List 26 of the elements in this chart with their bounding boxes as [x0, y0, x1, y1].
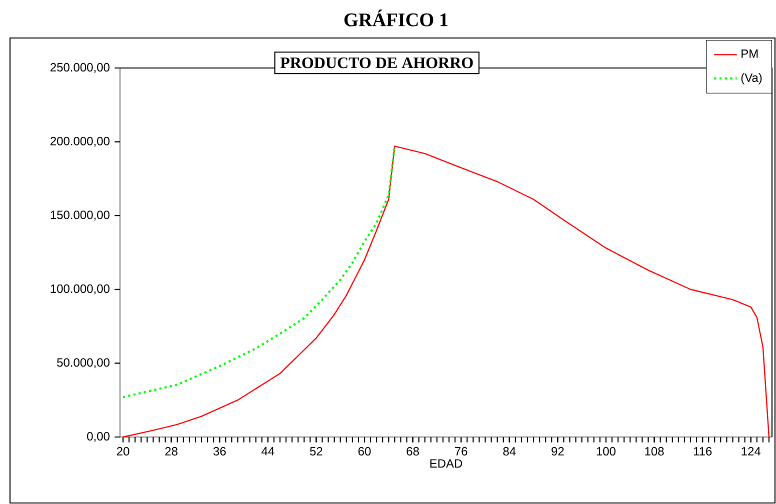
- legend-label: PM: [742, 50, 758, 58]
- x-tick-label: 44: [262, 447, 274, 456]
- x-tick-label: 52: [310, 447, 322, 456]
- x-tick-label: 68: [406, 447, 419, 456]
- x-tick-label: 108: [645, 447, 664, 456]
- y-tick-label: 100.000,00: [50, 284, 110, 294]
- x-tick-label: 76: [455, 447, 468, 456]
- line-series: [122, 146, 770, 438]
- x-tick-label: 100: [596, 447, 616, 456]
- x-tick-label: 124: [742, 447, 761, 456]
- chart-title: GRÁFICO 1: [344, 10, 448, 26]
- x-tick-label: 28: [165, 447, 178, 456]
- x-tick-label: 84: [503, 447, 516, 456]
- y-tick-label: 200.000,00: [50, 136, 110, 147]
- x-tick-label: 60: [358, 447, 371, 456]
- legend-label: (Va): [741, 73, 762, 84]
- x-tick-label: 92: [552, 447, 564, 456]
- x-tick-label: 116: [694, 447, 712, 456]
- chart-subtitle: PRODUCTO DE AHORRO: [280, 57, 473, 68]
- x-axis-title: EDAD: [430, 459, 462, 468]
- y-tick-label: 250.000,00: [50, 63, 110, 73]
- x-tick-label: 36: [213, 447, 226, 456]
- y-tick-label: 0,00: [87, 432, 110, 442]
- x-tick-label: 20: [116, 447, 130, 456]
- y-tick-label: 50.000,00: [57, 358, 110, 368]
- y-tick-label: 150.000,00: [50, 210, 110, 221]
